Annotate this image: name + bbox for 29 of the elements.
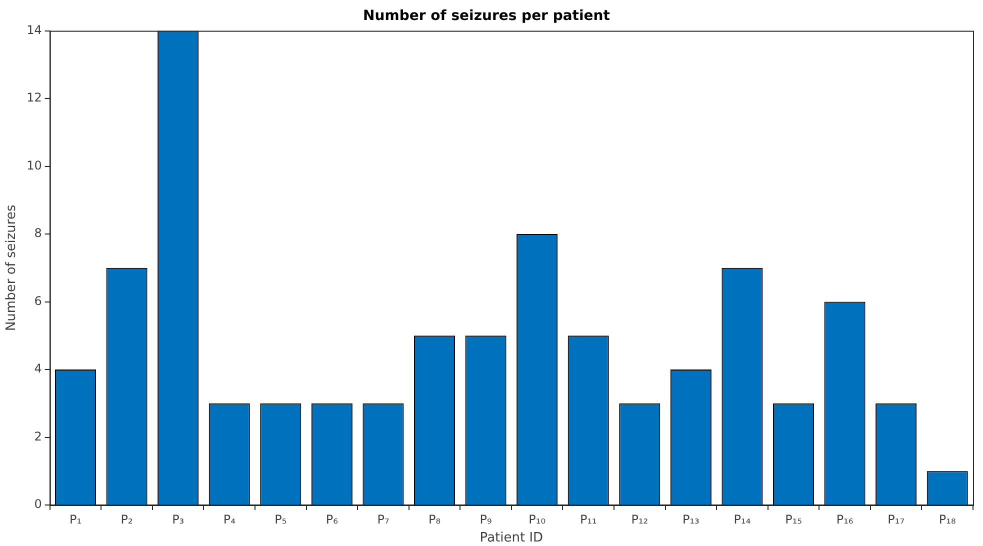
x-tick-label: P₉ [480, 512, 492, 526]
x-tick-label: P₆ [326, 512, 338, 526]
y-axis-title: Number of seizures [4, 204, 20, 332]
y-tick-label: 0 [34, 497, 42, 512]
x-tick-label: P₇ [377, 512, 390, 526]
x-tick-label: P₄ [223, 512, 236, 526]
x-tick-label: P₈ [428, 512, 441, 526]
x-tick-label: P₁₁ [580, 512, 597, 526]
x-tick-label: P₃ [172, 512, 184, 526]
x-tick-label: P₁₇ [888, 512, 905, 526]
y-tick-label: 4 [34, 362, 42, 376]
x-tick-label: P₁₅ [785, 512, 802, 526]
x-axis-title: Patient ID [480, 530, 544, 546]
x-tick-label: P₁₀ [528, 512, 546, 526]
chart-title: Number of seizures per patient [363, 8, 610, 24]
x-tick-label: P₂ [120, 512, 134, 526]
y-tick-label: 10 [26, 158, 42, 172]
x-tick-label: P₅ [274, 512, 287, 526]
y-tick-label: 14 [26, 22, 42, 37]
x-tick-label: P₁₆ [836, 512, 854, 526]
y-tick-label: 12 [26, 90, 42, 105]
x-tick-label: P₁₂ [631, 512, 648, 526]
y-tick-label: 2 [34, 429, 42, 444]
x-tick-label: P₁ [69, 512, 82, 526]
x-tick-label: P₁₃ [682, 512, 700, 526]
y-tick-label: 6 [34, 294, 42, 308]
y-tick-label: 8 [34, 226, 42, 240]
x-tick-label: P₁₈ [938, 512, 956, 526]
x-tick-label: P₁₄ [734, 512, 751, 526]
